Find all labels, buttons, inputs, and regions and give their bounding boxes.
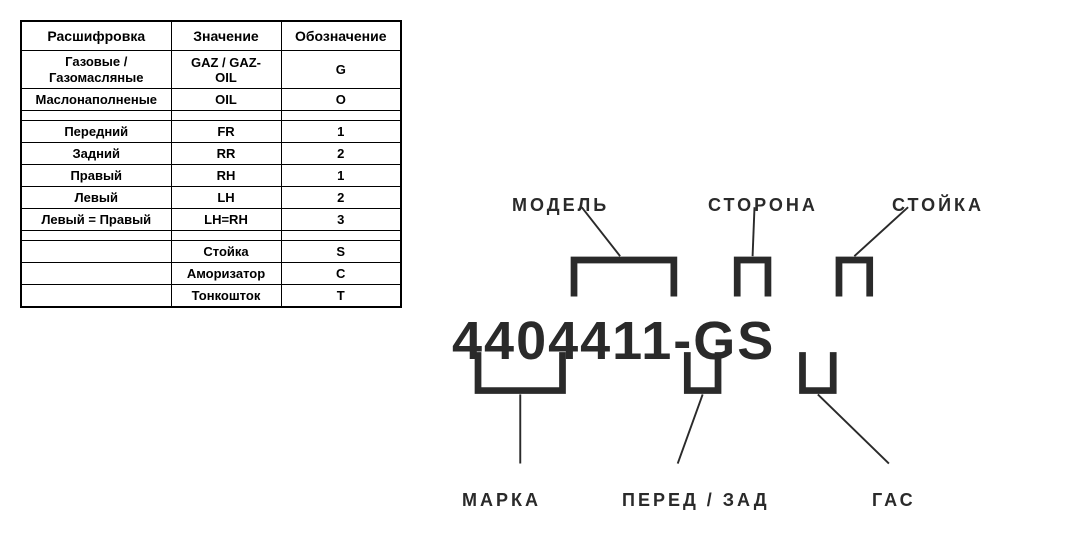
table-row: Левый = Правый LH=RH 3 xyxy=(21,209,401,231)
table-row xyxy=(21,111,401,121)
product-code: 4404411-GS xyxy=(452,310,775,372)
table-row: Газовые / Газомасляные GAZ / GAZ-OIL G xyxy=(21,51,401,89)
decode-table: Расшифровка Значение Обозначение Газовые… xyxy=(20,20,402,500)
label-side: СТОРОНА xyxy=(708,195,818,216)
table-row: Маслонаполненые OIL O xyxy=(21,89,401,111)
table-body: Газовые / Газомасляные GAZ / GAZ-OIL G М… xyxy=(21,51,401,308)
code-diagram: 4404411-GS МОДЕЛЬ СТОРОНА СТОЙКА МАРКА П… xyxy=(442,20,1067,500)
label-strut: СТОЙКА xyxy=(892,195,984,216)
label-brand: МАРКА xyxy=(462,490,541,511)
table-row: Тонкошток T xyxy=(21,285,401,308)
table-row: Задний RR 2 xyxy=(21,143,401,165)
th-symbol: Обозначение xyxy=(281,21,401,51)
table-row xyxy=(21,231,401,241)
label-gas: ГАС xyxy=(872,490,916,511)
table-row: Правый RH 1 xyxy=(21,165,401,187)
diagram-overlay-svg xyxy=(442,20,1067,500)
table-row: Стойка S xyxy=(21,241,401,263)
table: Расшифровка Значение Обозначение Газовые… xyxy=(20,20,402,308)
table-row: Передний FR 1 xyxy=(21,121,401,143)
th-decode: Расшифровка xyxy=(21,21,171,51)
th-value: Значение xyxy=(171,21,281,51)
label-frrr: ПЕРЕД / ЗАД xyxy=(622,490,770,511)
table-row: Левый LH 2 xyxy=(21,187,401,209)
table-row: Аморизатор C xyxy=(21,263,401,285)
label-model: МОДЕЛЬ xyxy=(512,195,609,216)
